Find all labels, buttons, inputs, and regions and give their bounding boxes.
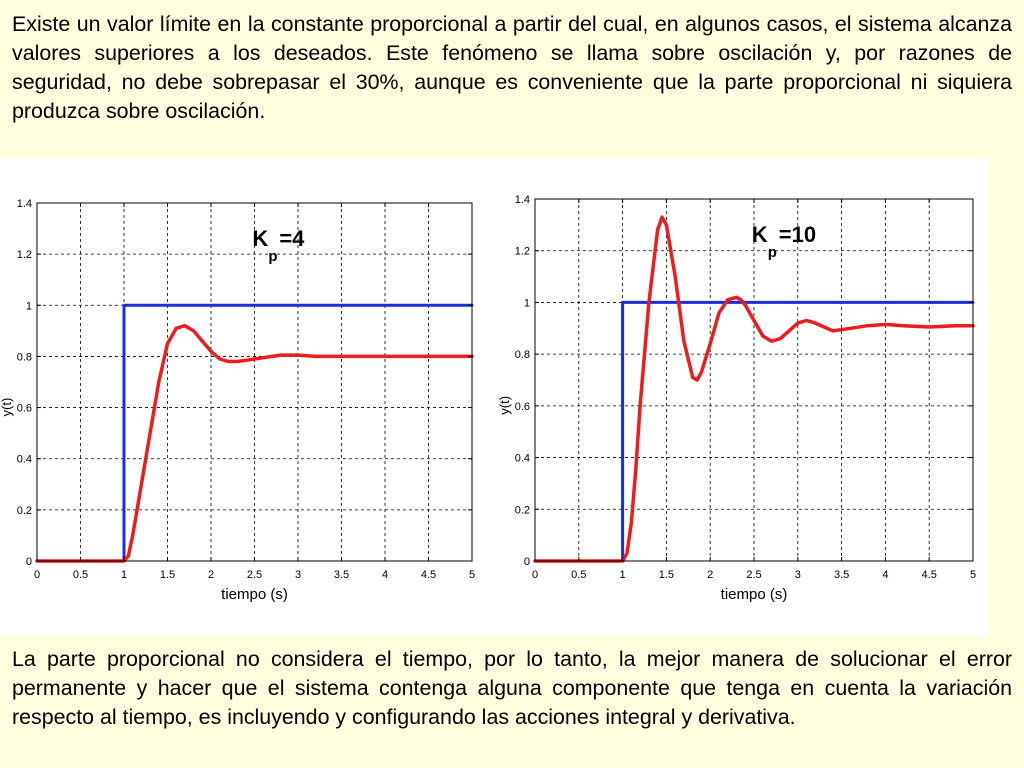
y-axis-label: y(t) xyxy=(0,398,14,417)
x-tick-label: 2 xyxy=(208,569,214,581)
gain-annotation-k: K xyxy=(752,222,768,247)
y-tick-label: 0.2 xyxy=(17,505,32,517)
y-tick-label: 0.6 xyxy=(17,403,32,415)
gain-annotation-k: K xyxy=(252,226,268,251)
y-axis-label: y(t) xyxy=(497,396,512,415)
bottom-paragraph: La parte proporcional no considera el ti… xyxy=(12,647,1012,729)
x-tick-label: 3 xyxy=(295,569,301,581)
chart-1: 0 0.5 1 1.5 2 2.5 3 3.5 4 4.5 5 0 0.2 0.4 0.6 0.8 1 1.2 1.… xyxy=(0,198,475,603)
y-tick-label: 1.2 xyxy=(17,249,32,261)
x-tick-label: 3.5 xyxy=(834,569,849,581)
x-tick-label: 4 xyxy=(382,569,388,581)
y-tick-label: 1 xyxy=(524,297,530,309)
x-tick-label: 2.5 xyxy=(247,569,262,581)
gain-annotation-sub: p xyxy=(768,244,777,261)
x-tick-label: 5 xyxy=(469,569,475,581)
x-tick-label: 4 xyxy=(882,569,888,581)
gain-annotation-value: =4 xyxy=(279,226,305,251)
x-tick-label: 3.5 xyxy=(334,569,349,581)
x-tick-label: 0.5 xyxy=(73,569,88,581)
y-tick-label: 0 xyxy=(524,556,530,568)
charts-svg: 0 0.5 1 1.5 2 2.5 3 3.5 4 4.5 5 0 0.2 0.4 0.6 0.8 1 1.2 1.… xyxy=(0,194,976,603)
figure-panel: 0 0.5 1 1.5 2 2.5 3 3.5 4 4.5 5 0 0.2 0.4 0.6 0.8 1 1.2 1.… xyxy=(0,158,988,636)
x-tick-label: 2 xyxy=(707,569,713,581)
y-tick-label: 0.4 xyxy=(17,454,32,466)
x-tick-label: 1.5 xyxy=(659,569,674,581)
x-axis-label: tiempo (s) xyxy=(721,586,788,603)
setpoint-line xyxy=(533,300,975,563)
y-tick-label: 0 xyxy=(26,556,32,568)
response-line xyxy=(35,323,474,563)
gain-annotation-value: =10 xyxy=(779,222,816,247)
x-tick-label: 3 xyxy=(795,569,801,581)
y-tick-label: 0.6 xyxy=(515,401,530,413)
y-tick-label: 1 xyxy=(26,300,32,312)
x-tick-label: 0.5 xyxy=(571,569,586,581)
y-tick-label: 1.2 xyxy=(515,246,530,258)
y-tick-label: 0.8 xyxy=(515,349,530,361)
x-tick-label: 1 xyxy=(121,569,127,581)
y-tick-label: 1.4 xyxy=(515,194,530,206)
chart-2: 0 0.5 1 1.5 2 2.5 3 3.5 4 4.5 5 0 0.2 0.4 0.6 0.8 1 1.2 1.… xyxy=(497,194,976,603)
x-tick-label: 0 xyxy=(532,569,538,581)
response-line xyxy=(533,215,975,563)
x-tick-label: 1.5 xyxy=(160,569,175,581)
y-tick-label: 0.4 xyxy=(515,453,530,465)
x-axis-label: tiempo (s) xyxy=(221,586,288,603)
x-tick-label: 1 xyxy=(620,569,626,581)
x-tick-label: 4.5 xyxy=(421,569,436,581)
gain-annotation-sub: p xyxy=(268,248,277,265)
x-tick-label: 5 xyxy=(970,569,976,581)
x-tick-label: 0 xyxy=(34,569,40,581)
plot-frame xyxy=(36,202,473,562)
x-tick-label: 2.5 xyxy=(746,569,761,581)
y-tick-label: 0.8 xyxy=(17,351,32,363)
x-tick-label: 4.5 xyxy=(922,569,937,581)
y-tick-label: 0.2 xyxy=(515,504,530,516)
top-paragraph: Existe un valor límite en la constante p… xyxy=(12,12,1012,123)
y-tick-label: 1.4 xyxy=(17,198,32,210)
